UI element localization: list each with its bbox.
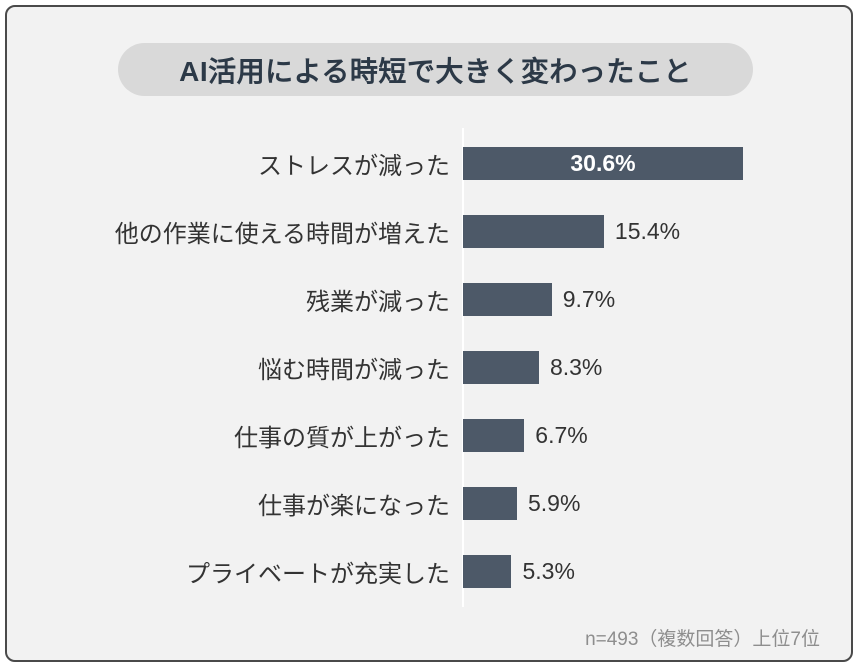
chart-frame: AI活用による時短で大きく変わったこと ストレスが減った 30.6% 他の作業に… <box>5 5 853 662</box>
value-label: 9.7% <box>562 285 616 312</box>
category-label: プライベートが充実した <box>186 560 450 588</box>
bar-row: ストレスが減った 30.6% <box>7 129 851 197</box>
bar <box>463 214 604 248</box>
value-label: 5.9% <box>527 489 581 516</box>
chart-title-pill: AI活用による時短で大きく変わったこと <box>118 43 753 96</box>
bar <box>463 418 525 452</box>
bar: 30.6% <box>463 146 743 180</box>
category-label: 仕事が楽になった <box>258 492 450 520</box>
bar-row: 悩む時間が減った 8.3% <box>7 333 851 401</box>
category-label: 仕事の質が上がった <box>234 424 450 452</box>
bar-row: 残業が減った 9.7% <box>7 265 851 333</box>
bar-row: プライベートが充実した 5.3% <box>7 537 851 605</box>
bar <box>463 486 517 520</box>
bar-row: 仕事が楽になった 5.9% <box>7 469 851 537</box>
value-label: 15.4% <box>614 217 681 244</box>
category-label: 他の作業に使える時間が増えた <box>114 220 450 248</box>
bar-chart: ストレスが減った 30.6% 他の作業に使える時間が増えた 15.4% 残業が減… <box>7 129 851 605</box>
category-label: 悩む時間が減った <box>258 356 450 384</box>
value-label: 6.7% <box>535 421 588 448</box>
bar <box>463 350 539 384</box>
value-label: 30.6% <box>570 149 636 176</box>
value-label: 5.3% <box>522 557 575 584</box>
bar <box>463 554 512 588</box>
chart-title: AI活用による時短で大きく変わったこと <box>179 55 692 87</box>
category-label: 残業が減った <box>306 288 450 316</box>
bar-row: 仕事の質が上がった 6.7% <box>7 401 851 469</box>
bar <box>463 282 552 316</box>
category-label: ストレスが減った <box>258 152 450 180</box>
sample-note: n=493（複数回答）上位7位 <box>585 629 820 650</box>
value-label: 8.3% <box>549 353 603 380</box>
bar-row: 他の作業に使える時間が増えた 15.4% <box>7 197 851 265</box>
